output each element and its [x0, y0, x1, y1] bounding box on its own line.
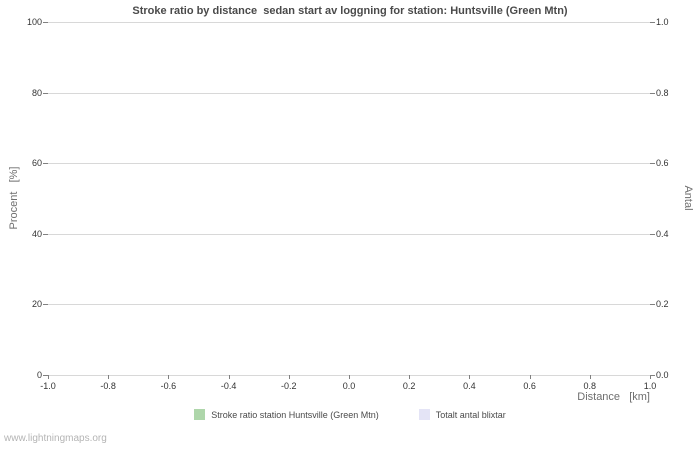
x-axis-label: Distance [km]: [577, 391, 650, 403]
x-axis-tick: [409, 375, 411, 379]
y-tick-label-right: 0.2: [656, 299, 669, 310]
x-axis-tick: [288, 375, 290, 379]
y-axis-tick-left: [43, 163, 48, 165]
x-tick-label: 0.6: [523, 381, 536, 391]
y-axis-tick-left: [43, 304, 48, 306]
legend-swatch: [418, 409, 430, 420]
y-tick-label-left: 60: [31, 158, 42, 169]
x-tick-label: 1.0: [643, 381, 657, 391]
y-axis-tick-left: [43, 92, 48, 94]
x-tick-label: -0.4: [220, 381, 237, 391]
y-tick-label-left: 0: [36, 370, 42, 380]
x-axis-tick: [108, 375, 110, 379]
x-tick-label: -0.8: [100, 381, 116, 391]
gridline: [48, 233, 650, 235]
y-axis-tick-right: [650, 92, 655, 94]
x-axis-tick: [228, 375, 230, 379]
x-tick-label: -0.2: [281, 381, 297, 391]
x-tick-label: 0.0: [342, 381, 356, 391]
chart-title: Stroke ratio by distance sedan start av …: [132, 5, 568, 17]
legend-swatch: [194, 409, 206, 420]
x-tick-label: 0.8: [583, 381, 597, 391]
y-axis-tick-left: [43, 233, 48, 235]
y-axis-tick-right: [650, 163, 655, 165]
x-axis-tick: [168, 375, 170, 379]
y-axis-label-left: Procent [%]: [8, 166, 20, 230]
y-tick-label-left: 40: [31, 228, 42, 239]
x-tick-label: 0.2: [402, 381, 416, 391]
legend-item: Totalt antal blixtar: [418, 409, 506, 420]
x-tick-label: 0.4: [463, 381, 476, 391]
y-axis-tick-right: [650, 233, 655, 235]
x-axis-tick: [349, 375, 350, 379]
y-axis-tick-left: [43, 375, 48, 376]
y-tick-label-right: 1.0: [656, 17, 669, 27]
plot-area: [43, 22, 655, 379]
gridline: [48, 22, 650, 23]
x-axis-tick: [650, 375, 651, 379]
y-tick-label-right: 0.6: [656, 158, 669, 169]
y-tick-label-left: 100: [26, 17, 42, 27]
legend: Stroke ratio station Huntsville (Green M…: [0, 409, 700, 420]
gridline: [48, 92, 650, 94]
y-axis-tick-right: [650, 22, 655, 23]
legend-label: Stroke ratio station Huntsville (Green M…: [211, 409, 379, 420]
y-tick-label-right: 0.0: [656, 370, 669, 380]
legend-item: Stroke ratio station Huntsville (Green M…: [194, 409, 379, 420]
y-axis-tick-right: [650, 375, 655, 376]
y-tick-label-left: 20: [31, 299, 42, 310]
y-tick-label-left: 80: [31, 87, 42, 98]
gridline: [48, 304, 650, 306]
x-tick-label: -0.6: [160, 381, 177, 391]
watermark-link[interactable]: www.lightningmaps.org: [4, 433, 107, 444]
x-axis-tick: [589, 375, 591, 379]
y-axis-tick-left: [43, 22, 48, 23]
gridline: [48, 163, 650, 165]
x-axis-tick: [529, 375, 531, 379]
x-tick-label: -1.0: [40, 381, 56, 391]
y-tick-label-right: 0.8: [656, 87, 669, 98]
legend-label: Totalt antal blixtar: [435, 409, 506, 420]
x-axis-tick: [469, 375, 471, 379]
y-tick-label-right: 0.4: [656, 228, 669, 239]
x-axis-tick: [48, 375, 49, 379]
y-axis-label-right: Antal: [682, 185, 694, 211]
y-axis-tick-right: [650, 304, 655, 306]
